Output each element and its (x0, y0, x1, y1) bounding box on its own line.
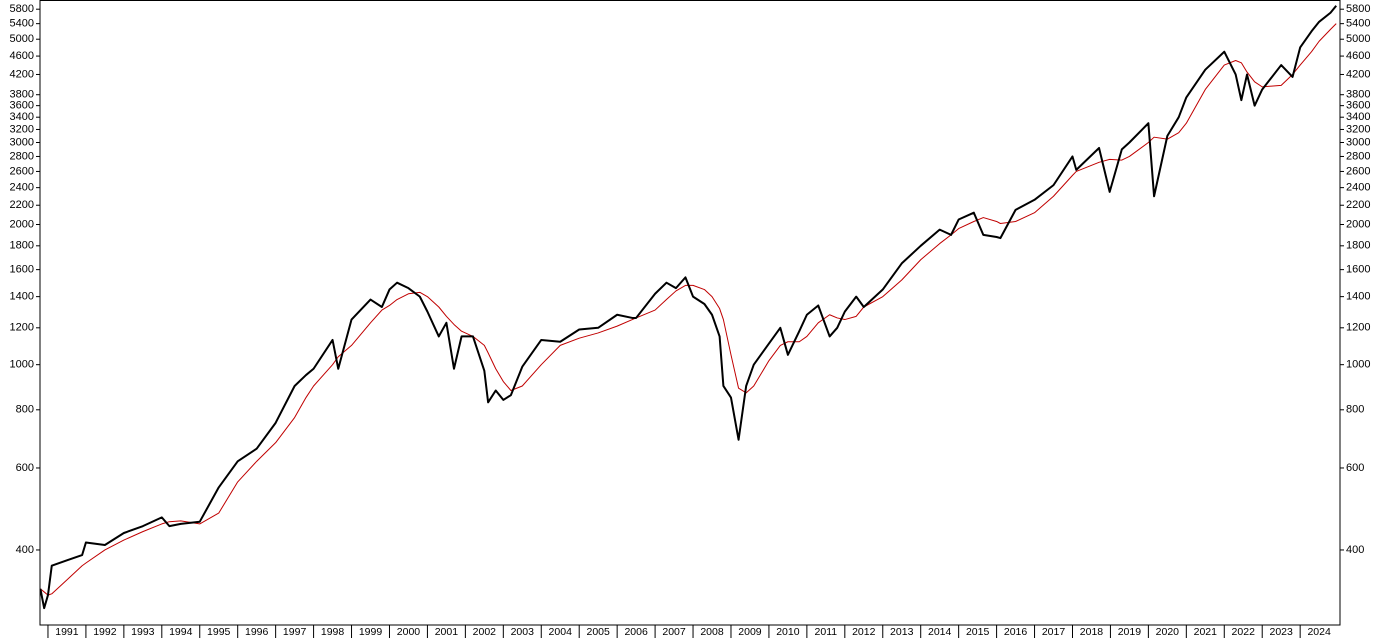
y-tick-label-right: 4200 (1346, 68, 1370, 80)
y-tick-label: 3800 (10, 89, 34, 101)
y-tick-label: 2200 (10, 199, 34, 211)
x-tick-label: 2010 (776, 626, 800, 638)
x-tick-label: 2023 (1270, 626, 1294, 638)
y-tick-label: 600 (16, 462, 34, 474)
y-tick-label-right: 800 (1346, 404, 1364, 416)
x-tick-label: 2017 (1042, 626, 1066, 638)
y-tick-label: 3400 (10, 111, 34, 123)
line-series (39, 5, 1337, 610)
y-tick-label: 5400 (10, 18, 34, 30)
y-tick-label: 5800 (10, 3, 34, 15)
x-tick-label: 2014 (928, 626, 952, 638)
x-tick-label: 2018 (1080, 626, 1104, 638)
y-tick-label-right: 2000 (1346, 218, 1370, 230)
y-tick-label-right: 5000 (1346, 33, 1370, 45)
y-tick-label: 2400 (10, 182, 34, 194)
y-tick-label: 1200 (10, 322, 34, 334)
y-tick-label-right: 3400 (1346, 111, 1370, 123)
y-tick-label: 1600 (10, 264, 34, 276)
y-tick-label-right: 1800 (1346, 240, 1370, 252)
y-tick-label-right: 3800 (1346, 89, 1370, 101)
x-tick-label: 2004 (549, 626, 573, 638)
y-tick-label-right: 3600 (1346, 100, 1370, 112)
x-tick-label: 1997 (283, 626, 307, 638)
x-tick-label: 2019 (1118, 626, 1142, 638)
y-tick-label: 400 (16, 544, 34, 556)
x-tick-label: 2009 (738, 626, 762, 638)
y-tick-label-right: 3200 (1346, 123, 1370, 135)
y-tick-label-right: 3000 (1346, 136, 1370, 148)
x-tick-label: 1998 (321, 626, 345, 638)
y-tick-label-right: 2400 (1346, 182, 1370, 194)
x-tick-label: 2021 (1194, 626, 1218, 638)
y-tick-label: 3200 (10, 123, 34, 135)
y-tick-label: 1400 (10, 291, 34, 303)
x-tick-label: 1994 (169, 626, 193, 638)
line-series (40, 23, 1337, 596)
y-tick-label-right: 2600 (1346, 165, 1370, 177)
y-tick-label-right: 4600 (1346, 50, 1370, 62)
y-tick-label: 2800 (10, 150, 34, 162)
y-tick-label-right: 1400 (1346, 291, 1370, 303)
y-tick-label-right: 5400 (1346, 18, 1370, 30)
x-tick-label: 1995 (207, 626, 231, 638)
y-tick-label: 1800 (10, 240, 34, 252)
x-tick-label: 2016 (1004, 626, 1028, 638)
x-tick-label: 2012 (852, 626, 876, 638)
y-tick-label: 3600 (10, 100, 34, 112)
y-tick-label: 800 (16, 404, 34, 416)
x-tick-label: 1992 (93, 626, 117, 638)
x-tick-label: 2000 (397, 626, 421, 638)
x-tick-label: 2002 (473, 626, 497, 638)
plot-frame (39, 0, 1341, 626)
x-tick-label: 2013 (890, 626, 914, 638)
x-tick-label: 2005 (586, 626, 610, 638)
y-tick-label: 4600 (10, 50, 34, 62)
y-tick-label-right: 2800 (1346, 150, 1370, 162)
y-tick-label-right: 5800 (1346, 3, 1370, 15)
y-tick-label-right: 1200 (1346, 322, 1370, 334)
x-tick-label: 1996 (245, 626, 269, 638)
x-tick-label: 2024 (1307, 626, 1331, 638)
y-tick-label-right: 400 (1346, 544, 1364, 556)
y-tick-label: 2600 (10, 165, 34, 177)
x-tick-label: 1999 (359, 626, 383, 638)
x-tick-label: 2007 (662, 626, 686, 638)
y-tick-label: 3000 (10, 136, 34, 148)
y-tick-label-right: 2200 (1346, 199, 1370, 211)
y-tick-label: 4200 (10, 68, 34, 80)
x-tick-label: 2008 (700, 626, 724, 638)
x-tick-label: 1993 (131, 626, 155, 638)
x-tick-label: 2001 (435, 626, 459, 638)
x-tick-label: 2011 (815, 626, 838, 638)
y-tick-label-right: 600 (1346, 462, 1364, 474)
y-tick-label: 5000 (10, 33, 34, 45)
y-tick-label: 1000 (10, 359, 34, 371)
x-tick-label: 2006 (624, 626, 648, 638)
y-tick-label-right: 1000 (1346, 359, 1370, 371)
x-tick-label: 1991 (55, 626, 79, 638)
y-tick-label-right: 1600 (1346, 264, 1370, 276)
y-tick-label: 2000 (10, 218, 34, 230)
x-tick-label: 2003 (511, 626, 535, 638)
x-tick-label: 2015 (966, 626, 990, 638)
x-tick-label: 2022 (1232, 626, 1256, 638)
x-tick-label: 2020 (1156, 626, 1180, 638)
